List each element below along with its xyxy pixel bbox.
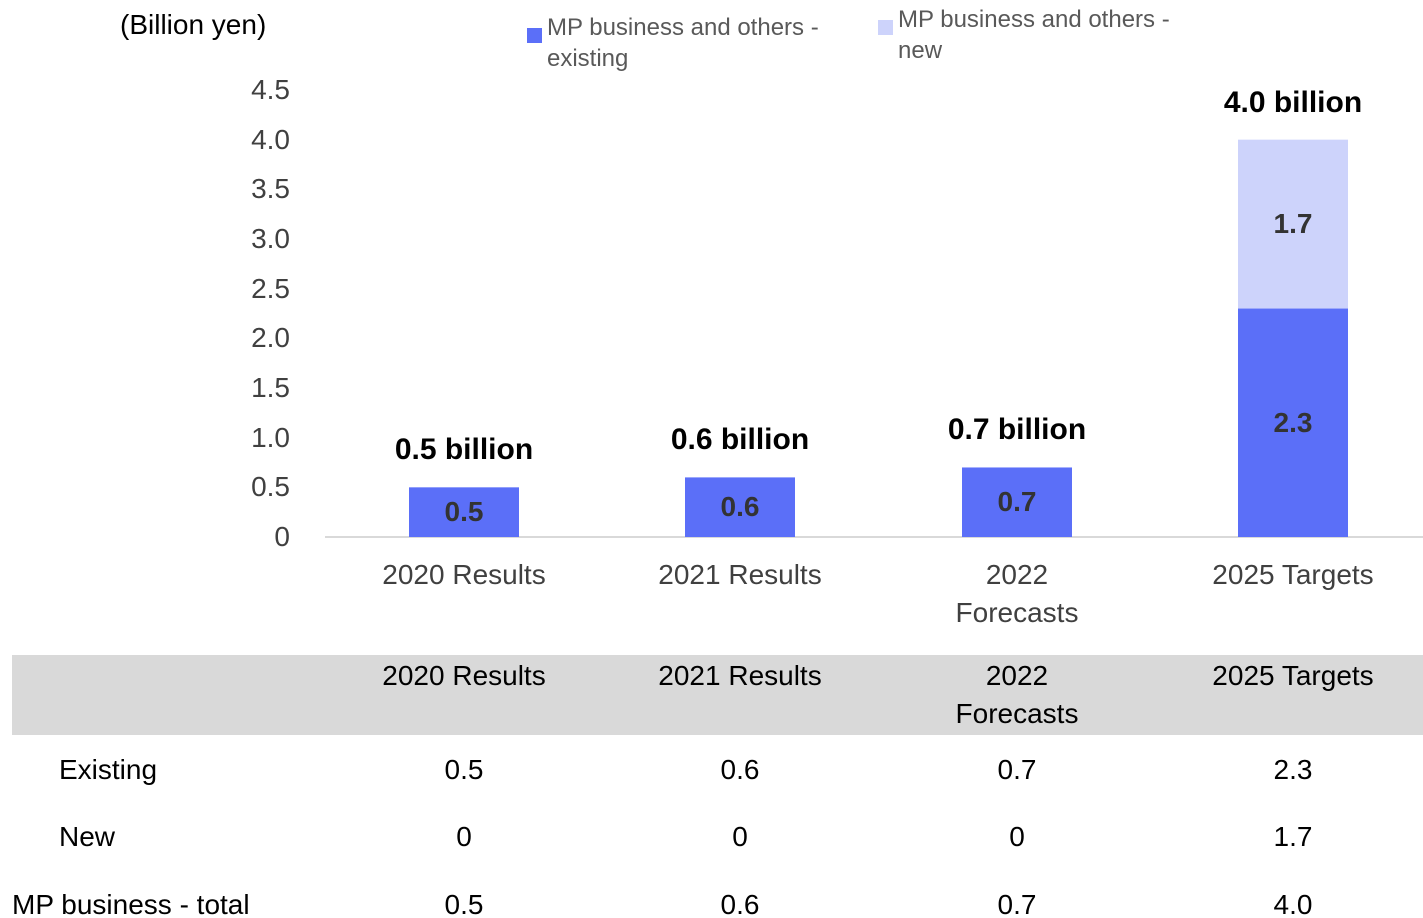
table-cell: 0 <box>732 821 748 852</box>
bar-value-label: 1.7 <box>1273 208 1313 240</box>
table-cell: 1.7 <box>1273 821 1313 852</box>
table-row-label: New <box>59 821 116 852</box>
table-column-header: 2022 Forecasts <box>955 660 1079 729</box>
table-cell: 2.3 <box>1273 754 1313 785</box>
table-cell: 0.6 <box>720 889 760 918</box>
bar-segment <box>409 487 519 537</box>
table-column-header: 2025 Targets <box>1212 660 1374 691</box>
table-row-label: MP business - total <box>12 889 250 918</box>
y-tick-label: 1.0 <box>251 421 290 453</box>
legend-label: MP business and others - new <box>898 6 1170 64</box>
total-label: 4.0 billion <box>1223 85 1363 119</box>
legend-swatch <box>878 20 893 35</box>
y-tick-label: 3.0 <box>251 223 290 254</box>
y-tick-label: 0.5 <box>251 471 290 503</box>
y-tick-label: 4.0 <box>251 123 290 155</box>
y-tick-label: 0 <box>274 521 290 552</box>
bar-segment <box>685 477 795 537</box>
table-row-label: Existing <box>59 754 158 785</box>
bar-value-label: 0.5 <box>444 496 484 528</box>
table-cell: 0.7 <box>997 889 1037 918</box>
table-cell: 0 <box>1009 821 1025 852</box>
table-cell: 0 <box>456 821 472 852</box>
table-column-header: 2020 Results <box>382 660 546 691</box>
x-tick-label: 2021 Results <box>658 559 822 590</box>
bar-segment <box>1238 308 1348 537</box>
table-header-band <box>12 655 1423 735</box>
bar-value-label: 0.7 <box>997 486 1037 518</box>
y-axis-label: (Billion yen) <box>120 9 267 40</box>
table-cell: 0.7 <box>997 754 1037 785</box>
y-tick-label: 2.5 <box>251 272 290 304</box>
total-label: 0.5 billion <box>394 433 534 467</box>
table-column-header: 2021 Results <box>658 660 822 691</box>
bar-value-label: 0.6 <box>720 491 760 523</box>
y-tick-label: 1.5 <box>251 372 290 403</box>
y-tick-label: 2.0 <box>251 322 290 354</box>
y-tick-label: 3.5 <box>251 173 290 205</box>
table-cell: 0.5 <box>444 754 484 785</box>
x-tick-label: 2022 Forecasts <box>955 559 1079 628</box>
y-tick-label: 4.5 <box>251 74 290 105</box>
bar-segment <box>1238 139 1348 309</box>
legend-label: MP business and others - existing <box>547 14 819 72</box>
table-cell: 0.5 <box>444 889 484 918</box>
total-label: 0.6 billion <box>670 423 810 457</box>
table-cell: 0.6 <box>720 754 760 785</box>
table-cell: 4.0 <box>1273 889 1313 918</box>
bar-segment <box>962 467 1072 537</box>
bar-value-label: 2.3 <box>1273 406 1313 438</box>
legend-swatch <box>527 28 542 43</box>
x-tick-label: 2020 Results <box>382 559 546 590</box>
total-label: 0.7 billion <box>947 413 1087 447</box>
x-tick-label: 2025 Targets <box>1212 559 1374 590</box>
